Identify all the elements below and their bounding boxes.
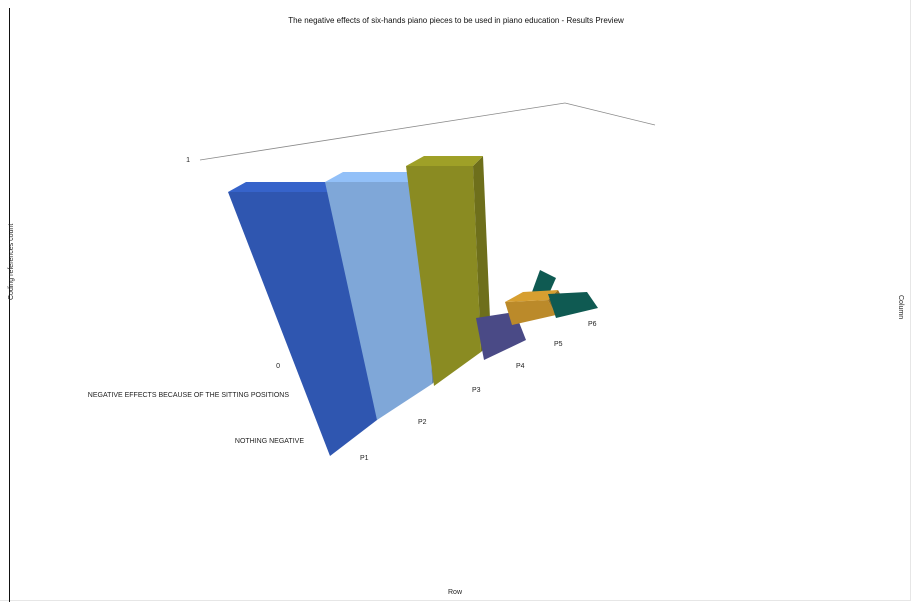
gridline-top xyxy=(199,102,566,161)
bar-p5 xyxy=(505,300,556,325)
bar-p3-side xyxy=(473,156,491,352)
x-tick-label-p1: P1 xyxy=(360,455,369,462)
row-label-sitting-positions: NEGATIVE EFFECTS BECAUSE OF THE SITTING … xyxy=(88,392,290,399)
y-tick-label-1: 1 xyxy=(186,157,190,164)
bar-p2 xyxy=(325,182,432,420)
bar-p3 xyxy=(406,166,481,386)
x-axis-label: Row xyxy=(448,589,463,596)
y-axis-label: Coding references count xyxy=(8,223,15,300)
floor-tile-back-p6 xyxy=(532,270,556,296)
x-tick-label-p3: P3 xyxy=(472,387,481,394)
row-label-nothing-negative: NOTHING NEGATIVE xyxy=(235,438,304,445)
bar-p2-top xyxy=(325,172,434,182)
bar-p3-top xyxy=(406,156,483,166)
chart-title: The negative effects of six-hands piano … xyxy=(288,16,624,25)
x-tick-label-p6: P6 xyxy=(588,321,597,328)
x-tick-label-p4: P4 xyxy=(516,363,525,370)
z-axis-label: Column xyxy=(897,295,904,320)
bar-p6-floor xyxy=(548,292,598,318)
bar-p1 xyxy=(228,192,377,456)
bar-p5-top xyxy=(505,290,558,302)
frame-left-border xyxy=(9,8,10,602)
gridline-back-right xyxy=(564,102,656,126)
y-tick-label-0: 0 xyxy=(276,363,280,370)
x-tick-label-p2: P2 xyxy=(418,419,427,426)
x-tick-label-p5: P5 xyxy=(554,341,563,348)
